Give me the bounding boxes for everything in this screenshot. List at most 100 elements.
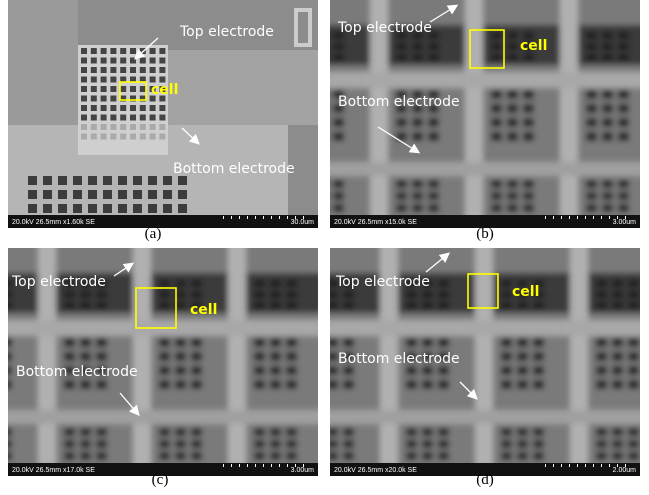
mesh-hole: [81, 77, 87, 83]
mesh-hole: [91, 115, 97, 121]
block: [618, 54, 629, 61]
block: [175, 452, 186, 460]
block: [159, 291, 170, 298]
block: [406, 291, 417, 298]
block: [438, 366, 449, 375]
mesh-hole: [140, 115, 146, 121]
pad-hole: [88, 190, 97, 199]
block: [317, 132, 328, 141]
block: [618, 118, 629, 127]
bottom-electrode-v: [228, 238, 246, 486]
mesh-hole: [140, 58, 146, 64]
mesh-hole: [81, 115, 87, 121]
scale-tick: [247, 216, 248, 219]
mesh-hole: [110, 124, 116, 130]
footer-text: 20.0kV 26.5mm x20.0k SE: [334, 467, 417, 474]
pad-hole: [163, 204, 172, 213]
block: [317, 118, 328, 127]
block: [286, 338, 297, 347]
block: [517, 366, 528, 375]
block: [396, 118, 407, 127]
block: [602, 118, 613, 127]
pad-hole: [163, 176, 172, 185]
block: [159, 428, 170, 436]
bottom-electrode-v: [570, 238, 588, 486]
caption: (c): [152, 472, 169, 488]
right-pad: [163, 50, 318, 125]
block: [254, 302, 265, 309]
mesh-hole: [91, 96, 97, 102]
block: [438, 440, 449, 448]
mesh-hole: [81, 86, 87, 92]
block: [612, 291, 623, 298]
mesh-hole: [110, 48, 116, 54]
scale-tick: [263, 464, 264, 467]
block: [343, 440, 354, 448]
mesh-hole: [130, 105, 136, 111]
scale-tick: [239, 464, 240, 467]
mesh-hole: [110, 67, 116, 73]
top-electrode-label: Top electrode: [337, 20, 432, 36]
block: [159, 352, 170, 361]
block: [501, 352, 512, 361]
block: [80, 338, 91, 347]
scale-tick: [601, 464, 602, 467]
mesh-hole: [120, 134, 126, 140]
block: [191, 352, 202, 361]
block: [517, 302, 528, 309]
mesh-hole: [120, 48, 126, 54]
mesh-hole: [81, 105, 87, 111]
block: [343, 338, 354, 347]
mesh-hole: [101, 77, 107, 83]
block: [618, 132, 629, 141]
mesh-hole: [120, 105, 126, 111]
block: [602, 54, 613, 61]
mesh-hole: [130, 124, 136, 130]
mesh-hole: [159, 48, 165, 54]
block: [343, 452, 354, 460]
block: [317, 32, 328, 39]
block: [602, 180, 613, 188]
block: [159, 366, 170, 375]
block: [159, 338, 170, 347]
mesh-hole: [101, 48, 107, 54]
mesh-hole: [110, 96, 116, 102]
mesh-hole: [101, 134, 107, 140]
block: [64, 291, 75, 298]
pad-hole: [58, 190, 67, 199]
block: [317, 180, 328, 188]
pad-hole: [58, 204, 67, 213]
mesh-hole: [110, 86, 116, 92]
scale-text: 30.0um: [291, 219, 315, 226]
block: [412, 180, 423, 188]
mesh-hole: [101, 105, 107, 111]
block: [602, 90, 613, 99]
pad-hole: [73, 204, 82, 213]
block: [396, 43, 407, 50]
block: [286, 380, 297, 389]
block: [64, 440, 75, 448]
block: [286, 366, 297, 375]
block: [596, 338, 607, 347]
block: [270, 380, 281, 389]
scale-tick: [279, 464, 280, 467]
pad-hole: [88, 204, 97, 213]
top-electrode-label: Top electrode: [11, 274, 106, 290]
pad-hole: [118, 204, 127, 213]
block: [533, 302, 544, 309]
block: [412, 204, 423, 212]
block: [80, 352, 91, 361]
block: [438, 428, 449, 436]
block: [175, 440, 186, 448]
scale-tick: [223, 464, 224, 467]
block: [491, 180, 502, 188]
pad-hole: [133, 204, 142, 213]
caption: (a): [145, 226, 162, 242]
block: [491, 204, 502, 212]
mesh-hole: [150, 48, 156, 54]
mesh-hole: [110, 115, 116, 121]
pad-hole: [148, 190, 157, 199]
block: [333, 204, 344, 212]
pad-hole: [103, 190, 112, 199]
block: [491, 32, 502, 39]
